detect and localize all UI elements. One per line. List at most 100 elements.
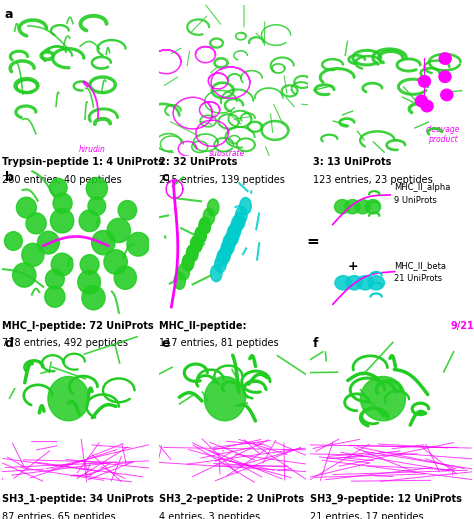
Text: SH3_9-peptide: 12 UniProts: SH3_9-peptide: 12 UniProts bbox=[310, 494, 462, 504]
Circle shape bbox=[227, 228, 239, 245]
Circle shape bbox=[186, 245, 198, 262]
Circle shape bbox=[240, 197, 251, 214]
Text: substrate: substrate bbox=[210, 149, 246, 158]
Text: 87 entries, 65 peptides: 87 entries, 65 peptides bbox=[2, 512, 116, 519]
Circle shape bbox=[234, 213, 245, 229]
Text: 2: 32 UniProts: 2: 32 UniProts bbox=[159, 157, 237, 167]
Text: MHC_II-peptide:: MHC_II-peptide: bbox=[159, 321, 250, 331]
Circle shape bbox=[118, 200, 137, 220]
Circle shape bbox=[48, 376, 89, 421]
Text: 117 entries, 81 peptides: 117 entries, 81 peptides bbox=[159, 338, 278, 348]
Circle shape bbox=[191, 236, 202, 253]
Circle shape bbox=[174, 272, 185, 289]
Text: Trypsin-peptide 1: 4 UniProts: Trypsin-peptide 1: 4 UniProts bbox=[2, 157, 164, 167]
Circle shape bbox=[82, 285, 105, 310]
Circle shape bbox=[210, 265, 222, 282]
Text: 123 entries, 23 peptides: 123 entries, 23 peptides bbox=[313, 175, 433, 185]
Text: f: f bbox=[313, 337, 319, 350]
Text: 778 entries, 492 peptides: 778 entries, 492 peptides bbox=[2, 338, 128, 348]
Text: e: e bbox=[161, 337, 170, 350]
Circle shape bbox=[51, 253, 73, 276]
Circle shape bbox=[365, 199, 381, 214]
Circle shape bbox=[26, 213, 46, 234]
Circle shape bbox=[91, 230, 115, 255]
Circle shape bbox=[86, 177, 108, 200]
Text: 21 entries, 17 peptides: 21 entries, 17 peptides bbox=[310, 512, 424, 519]
Circle shape bbox=[199, 217, 210, 234]
Circle shape bbox=[80, 255, 99, 275]
Circle shape bbox=[208, 199, 219, 216]
Text: hirudin: hirudin bbox=[79, 145, 106, 154]
Circle shape bbox=[419, 76, 430, 87]
Circle shape bbox=[195, 227, 206, 243]
Circle shape bbox=[45, 286, 65, 307]
Text: SH3_1-peptide: 34 UniProts: SH3_1-peptide: 34 UniProts bbox=[2, 494, 154, 504]
Text: cleavage
product: cleavage product bbox=[426, 125, 460, 144]
Circle shape bbox=[439, 71, 451, 83]
Circle shape bbox=[13, 263, 36, 287]
Circle shape bbox=[225, 231, 237, 248]
Circle shape bbox=[360, 376, 406, 421]
Circle shape bbox=[355, 199, 370, 214]
Circle shape bbox=[415, 95, 428, 107]
Circle shape bbox=[439, 53, 451, 64]
Circle shape bbox=[37, 231, 59, 254]
Circle shape bbox=[50, 209, 74, 233]
Circle shape bbox=[335, 199, 350, 214]
Circle shape bbox=[421, 100, 433, 112]
Circle shape bbox=[231, 216, 243, 233]
Circle shape bbox=[49, 179, 67, 197]
Circle shape bbox=[229, 222, 241, 239]
Circle shape bbox=[236, 207, 247, 224]
Text: MHC_II_beta: MHC_II_beta bbox=[394, 261, 447, 270]
Circle shape bbox=[191, 236, 202, 253]
Circle shape bbox=[107, 218, 130, 242]
Circle shape bbox=[441, 89, 453, 101]
Text: a: a bbox=[5, 8, 13, 21]
Circle shape bbox=[79, 210, 100, 231]
Text: 3: 13 UniProts: 3: 13 UniProts bbox=[313, 157, 391, 167]
Text: 260 entries, 40 peptides: 260 entries, 40 peptides bbox=[2, 175, 122, 185]
Circle shape bbox=[114, 266, 137, 289]
Circle shape bbox=[215, 256, 226, 272]
Circle shape bbox=[346, 276, 363, 290]
Text: 9 UniProts: 9 UniProts bbox=[394, 196, 437, 204]
Circle shape bbox=[217, 250, 228, 266]
Text: 215 entries, 139 peptides: 215 entries, 139 peptides bbox=[159, 175, 285, 185]
Text: c: c bbox=[161, 171, 169, 184]
Text: SH3_2-peptide: 2 UniProts: SH3_2-peptide: 2 UniProts bbox=[159, 494, 304, 504]
Text: +: + bbox=[348, 260, 358, 273]
Circle shape bbox=[345, 199, 360, 214]
Circle shape bbox=[182, 254, 194, 271]
Circle shape bbox=[46, 269, 64, 289]
Circle shape bbox=[182, 254, 194, 271]
Circle shape bbox=[199, 217, 210, 234]
Text: d: d bbox=[5, 337, 14, 350]
Circle shape bbox=[368, 276, 384, 290]
Text: =: = bbox=[307, 234, 319, 249]
Circle shape bbox=[203, 208, 215, 225]
Circle shape bbox=[178, 263, 190, 280]
Text: MHC_I-peptide: 72 UniProts: MHC_I-peptide: 72 UniProts bbox=[2, 321, 154, 331]
Text: 4 entries, 3 peptides: 4 entries, 3 peptides bbox=[159, 512, 260, 519]
Circle shape bbox=[22, 243, 44, 266]
Text: b: b bbox=[5, 171, 14, 184]
Text: 21 UniProts: 21 UniProts bbox=[394, 274, 443, 283]
Text: MHC_II_alpha: MHC_II_alpha bbox=[394, 183, 451, 192]
Circle shape bbox=[17, 197, 36, 218]
Circle shape bbox=[186, 245, 198, 262]
Circle shape bbox=[191, 236, 202, 253]
Circle shape bbox=[219, 247, 230, 263]
Circle shape bbox=[88, 197, 106, 215]
Circle shape bbox=[127, 233, 150, 256]
Circle shape bbox=[227, 225, 239, 242]
Circle shape bbox=[204, 376, 246, 421]
Text: 9/21: 9/21 bbox=[451, 321, 474, 331]
Circle shape bbox=[357, 276, 374, 290]
Circle shape bbox=[195, 227, 206, 243]
Circle shape bbox=[4, 231, 22, 250]
Circle shape bbox=[78, 270, 100, 294]
Circle shape bbox=[335, 276, 351, 290]
Circle shape bbox=[223, 234, 235, 251]
Circle shape bbox=[53, 193, 72, 213]
